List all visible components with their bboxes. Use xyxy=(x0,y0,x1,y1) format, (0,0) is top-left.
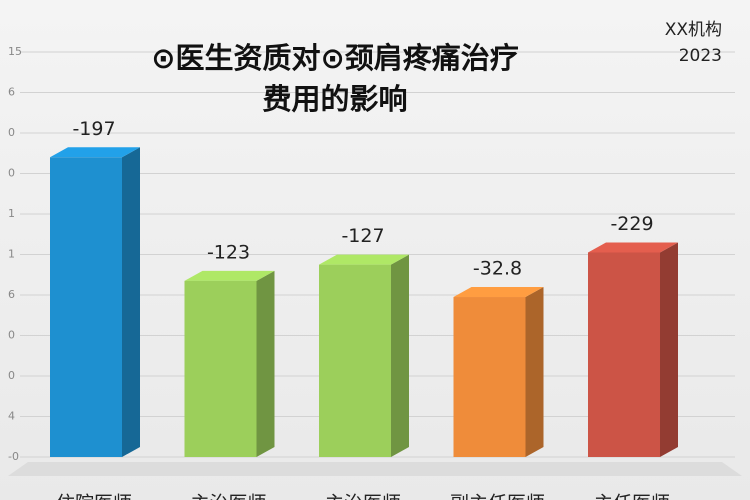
bar xyxy=(319,264,391,457)
bar xyxy=(588,252,660,457)
y-tick-label: 0 xyxy=(8,369,15,382)
year-label: 2023 xyxy=(679,46,722,66)
y-tick-label: 0 xyxy=(8,126,15,139)
x-tick-label: 主治医师 xyxy=(325,493,401,500)
y-tick-label: 6 xyxy=(8,86,15,99)
chart-title: ⊙医生资质对⊙颈肩疼痛治疗 xyxy=(151,41,519,75)
y-tick-label: 1 xyxy=(8,207,15,220)
bar xyxy=(50,157,122,458)
bar-side xyxy=(122,147,140,458)
bar-annotation: -127 xyxy=(341,225,384,247)
bar-top xyxy=(453,287,544,298)
y-tick-label: 1 xyxy=(8,248,15,261)
y-tick-label: -0 xyxy=(8,450,19,463)
bar-annotation: -197 xyxy=(72,118,115,140)
bar-annotation: -229 xyxy=(610,213,653,235)
bar-top xyxy=(319,254,409,265)
bar-side xyxy=(525,287,544,457)
y-tick-label: 6 xyxy=(8,288,15,301)
floor xyxy=(8,462,742,476)
x-tick-label: 主治医师 xyxy=(190,493,266,500)
y-tick-label: 4 xyxy=(8,410,15,423)
bar-annotation: -32.8 xyxy=(473,258,522,280)
bar-annotation: -123 xyxy=(207,241,250,263)
x-tick-label: 住院医师 xyxy=(56,493,132,500)
bar-side xyxy=(660,242,678,457)
source-label: XX机构 xyxy=(665,20,722,40)
y-tick-label: 0 xyxy=(8,329,15,342)
bar-side xyxy=(391,254,409,457)
x-tick-label: 副主任医师 xyxy=(450,493,545,500)
x-tick-label: 主任医师 xyxy=(594,493,670,500)
bar xyxy=(184,280,257,457)
bar-side xyxy=(256,270,275,457)
bar xyxy=(453,297,526,457)
chart-title: 费用的影响 xyxy=(262,82,407,116)
bar-top xyxy=(184,270,275,281)
bar-top xyxy=(50,147,140,158)
bar-top xyxy=(588,242,678,253)
y-tick-label: 0 xyxy=(8,167,15,180)
y-tick-label: 15 xyxy=(8,45,22,58)
